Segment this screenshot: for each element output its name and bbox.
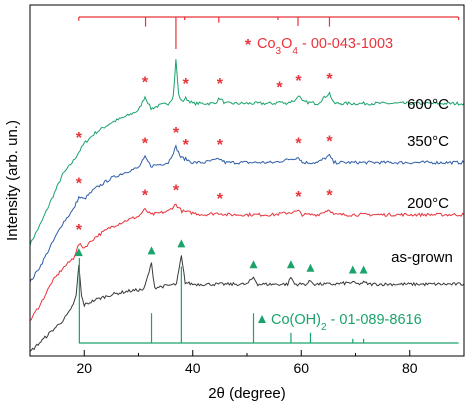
series-label-200: 200°C (407, 195, 449, 212)
peak-marker-200-c-65.2: * (326, 187, 333, 204)
peak-marker-350-c-31.2: * (142, 135, 149, 152)
peak-marker-as-grown-32.4 (147, 246, 156, 255)
series-label-350: 350°C (407, 133, 449, 150)
x-tick-label-60: 60 (293, 360, 309, 376)
peak-marker-as-grown-71.5 (359, 265, 368, 274)
peak-marker-600-c-56: * (276, 80, 283, 97)
peak-marker-200-c-31.2: * (142, 187, 149, 204)
peak-marker-200-c-59.5: * (295, 189, 302, 206)
series-line-200-c (29, 203, 465, 322)
peak-marker-350-c-19: * (76, 175, 83, 192)
peak-marker-as-grown-19 (74, 248, 83, 257)
peak-marker-600-c-59.5: * (295, 73, 302, 90)
peak-marker-as-grown-61.7 (306, 263, 315, 272)
peak-marker-as-grown-69.5 (348, 265, 357, 274)
peak-marker-350-c-59.5: * (295, 135, 302, 152)
peak-marker-200-c-45: * (217, 191, 224, 208)
x-tick-label-40: 40 (185, 360, 201, 376)
series-line-350-c (29, 144, 465, 283)
peak-marker-600-c-19: * (76, 130, 83, 147)
peak-marker-200-c-36.9: * (173, 182, 180, 199)
peak-marker-200-c-19: * (76, 222, 83, 239)
legend-label-co-oh-2-01-089-8616: Co(OH)2 - 01-089-8616 (271, 312, 422, 333)
legend-symbol-co3o4-00-043-1003: * (245, 37, 252, 54)
peak-marker-as-grown-58.1 (286, 260, 295, 269)
peak-marker-as-grown-37.9 (177, 239, 186, 248)
peak-marker-600-c-31.2: * (142, 75, 149, 92)
series-layer (29, 59, 465, 352)
x-axis-label: 2θ (degree) (208, 385, 286, 402)
peak-marker-350-c-36.9: * (173, 125, 180, 142)
peak-marker-600-c-65.2: * (326, 71, 333, 88)
peak-marker-350-c-45: * (217, 137, 224, 154)
axis-layer: 20 40 60 80 (29, 350, 465, 376)
peak-marker-600-c-38.7: * (183, 76, 190, 93)
peak-marker-as-grown-51.2 (249, 260, 258, 269)
peak-marker-350-c-38.7: * (183, 137, 190, 154)
x-tick-label-80: 80 (402, 360, 418, 376)
legend-label-co3o4-00-043-1003: Co3O4 - 00-043-1003 (257, 36, 393, 57)
series-line-as-grown (29, 255, 465, 352)
peak-marker-layer: ** * * * * ***** * * *** ** * * (74, 71, 368, 274)
x-tick-label-20: 20 (76, 360, 92, 376)
reference-pattern-layer: * Co3O4 - 00-043-1003 Co(OH)2 - 01-089-861… (78, 16, 460, 344)
series-label-as-grown: as-grown (391, 249, 453, 266)
plot-frame (29, 4, 465, 357)
peak-marker-600-c-45: * (217, 76, 224, 93)
series-line-600-c (29, 59, 465, 246)
legend-symbol-co-oh-2-01-089-8616 (258, 315, 266, 323)
y-axis-label: Intensity (arb. un.) (4, 120, 21, 241)
peak-marker-350-c-65.2: * (326, 134, 333, 151)
series-label-600: 600°C (407, 96, 449, 113)
